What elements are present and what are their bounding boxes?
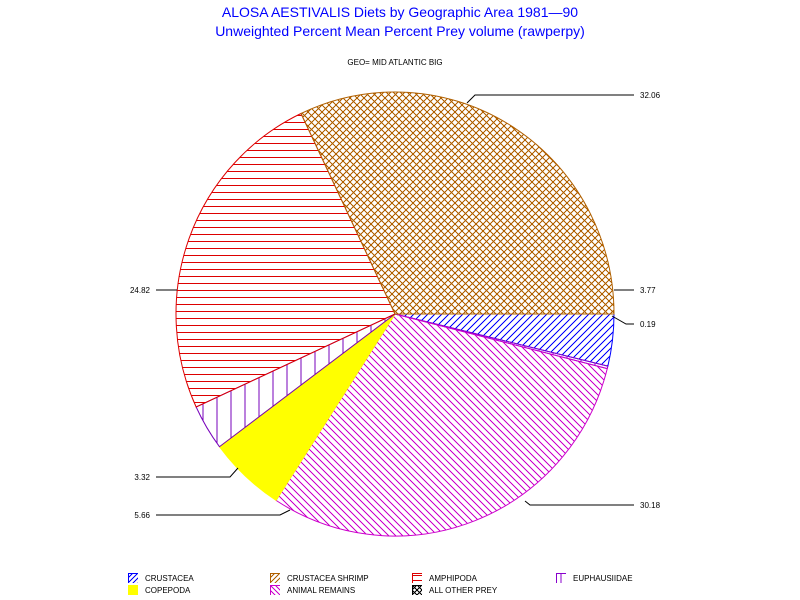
legend-item: AMPHIPODA — [412, 572, 477, 584]
legend-swatch — [412, 585, 422, 595]
leader-line — [466, 94, 634, 104]
legend-label: COPEPODA — [145, 585, 191, 595]
slice-value-label: 3.32 — [134, 473, 150, 482]
chart-title: ALOSA AESTIVALIS Diets by Geographic Are… — [221, 4, 579, 20]
leader-line — [524, 500, 634, 506]
leader-line — [156, 509, 291, 516]
slice-value-label: 24.82 — [130, 286, 151, 295]
pie-slice-crustacea-shrimp — [300, 91, 615, 315]
pie-slice-animal-remains — [275, 313, 608, 537]
legend-label: CRUSTACEA — [145, 573, 194, 583]
legend-item: EUPHAUSIIDAE — [556, 572, 633, 584]
legend-swatch — [128, 573, 138, 583]
legend-label: ALL OTHER PREY — [429, 585, 498, 595]
pie-slice-amphipoda — [175, 112, 396, 408]
legend-item: CRUSTACEA — [128, 572, 194, 584]
legend-swatch — [270, 573, 280, 583]
leader-line — [611, 315, 634, 325]
legend-label: EUPHAUSIIDAE — [573, 573, 633, 583]
slice-value-label: 3.77 — [640, 286, 656, 295]
legend-swatch — [556, 573, 566, 583]
legend-label: ANIMAL REMAINS — [287, 585, 356, 595]
slice-value-label: 32.06 — [640, 91, 661, 100]
legend-item: CRUSTACEA SHRIMP — [270, 572, 369, 584]
legend-item: ANIMAL REMAINS — [270, 584, 355, 596]
legend-swatch — [412, 573, 422, 583]
slice-value-label: 0.19 — [640, 320, 656, 329]
chart-subtitle: Unweighted Percent Mean Percent Prey vol… — [215, 23, 585, 39]
legend-swatch — [270, 585, 280, 595]
legend-label: CRUSTACEA SHRIMP — [287, 573, 369, 583]
leader-line — [156, 467, 239, 478]
legend-label: AMPHIPODA — [429, 573, 478, 583]
legend-item: ALL OTHER PREY — [412, 584, 497, 596]
legend-item: COPEPODA — [128, 584, 190, 596]
slice-value-label: 5.66 — [134, 511, 150, 520]
group-label: GEO= MID ATLANTIC BIG — [347, 58, 443, 67]
slice-value-label: 30.18 — [640, 501, 661, 510]
legend-swatch — [128, 585, 138, 595]
